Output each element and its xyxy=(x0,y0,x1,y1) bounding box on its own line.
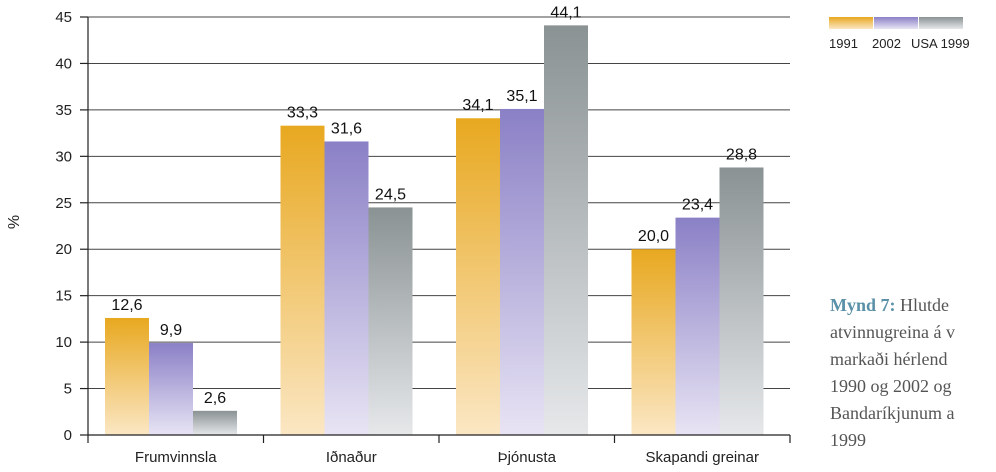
caption-line-1: Mynd 7: Hlutde xyxy=(830,292,996,319)
data-label-2-1: 35,1 xyxy=(506,88,537,105)
legend-swatch-2 xyxy=(919,17,963,29)
legend-label-1: 2002 xyxy=(872,36,901,51)
caption-line-6: 1999 xyxy=(830,430,866,450)
category-label-0: Frumvinnsla xyxy=(135,449,217,466)
bar-0-2 xyxy=(193,410,237,435)
data-label-2-0: 34,1 xyxy=(462,97,493,114)
bar-0-1 xyxy=(149,343,193,435)
caption-line-3: markaði hérlend xyxy=(830,349,948,369)
legend-label-0: 1991 xyxy=(829,36,858,51)
y-tick-label-45: 45 xyxy=(55,9,72,26)
y-tick-label-35: 35 xyxy=(55,102,72,119)
bar-2-2 xyxy=(544,25,588,436)
bar-1-2 xyxy=(368,207,413,435)
data-label-1-0: 33,3 xyxy=(287,105,318,122)
data-label-3-1: 23,4 xyxy=(682,197,713,214)
y-tick-label-20: 20 xyxy=(55,241,72,258)
caption-line-2: atvinnugreina á v xyxy=(830,322,955,342)
caption-title: Mynd 7: xyxy=(830,295,896,315)
y-tick-label-10: 10 xyxy=(55,334,72,351)
data-labels: 12,6 9,9 2,6 33,3 31,6 24,5 34,1 35,1 44,1 20,0 23… xyxy=(111,4,757,406)
legend-swatch-0 xyxy=(829,17,873,29)
bar-0-0 xyxy=(105,317,149,435)
category-label-2: Þjónusta xyxy=(498,449,557,466)
data-label-2-2: 44,1 xyxy=(550,4,581,21)
bar-1-0 xyxy=(280,125,325,436)
bar-3-0 xyxy=(631,249,676,435)
data-label-3-0: 20,0 xyxy=(638,228,669,245)
legend: 1991 2002 USA 1999 xyxy=(829,17,970,51)
data-label-1-1: 31,6 xyxy=(331,120,362,137)
bar-3-1 xyxy=(675,217,720,435)
caption-text-1: Hlutde xyxy=(895,295,950,315)
axes: 0 5 10 15 20 25 30 35 40 45 Frumvinnsla Iðnaður Þjón… xyxy=(55,9,791,466)
category-label-1: Iðnaður xyxy=(326,449,377,466)
bar-2-0 xyxy=(456,118,500,435)
y-tick-label-40: 40 xyxy=(55,55,72,72)
legend-label-2: USA 1999 xyxy=(911,36,970,51)
bar-3-2 xyxy=(719,167,764,436)
data-label-1-2: 24,5 xyxy=(375,186,406,203)
y-tick-label-0: 0 xyxy=(64,427,72,444)
y-tick-label-30: 30 xyxy=(55,148,72,165)
caption-line-5: Bandaríkjunum a xyxy=(830,403,955,423)
data-label-3-2: 28,8 xyxy=(726,146,757,163)
legend-swatch-1 xyxy=(874,17,918,29)
y-tick-label-5: 5 xyxy=(64,381,72,398)
bar-1-1 xyxy=(324,141,369,435)
y-axis-title: % xyxy=(6,215,23,229)
bars xyxy=(105,25,764,436)
y-tick-label-15: 15 xyxy=(55,288,72,305)
gridlines xyxy=(88,16,790,390)
figure-caption: Mynd 7: Hlutde atvinnugreina á v markaði… xyxy=(830,292,996,454)
caption-line-4: 1990 og 2002 og xyxy=(830,376,952,396)
data-label-0-1: 9,9 xyxy=(160,322,182,339)
category-label-3: Skapandi greinar xyxy=(646,449,759,466)
data-label-0-0: 12,6 xyxy=(111,297,142,314)
data-label-0-2: 2,6 xyxy=(204,390,226,407)
bar-2-1 xyxy=(500,108,544,436)
y-tick-label-25: 25 xyxy=(55,195,72,212)
